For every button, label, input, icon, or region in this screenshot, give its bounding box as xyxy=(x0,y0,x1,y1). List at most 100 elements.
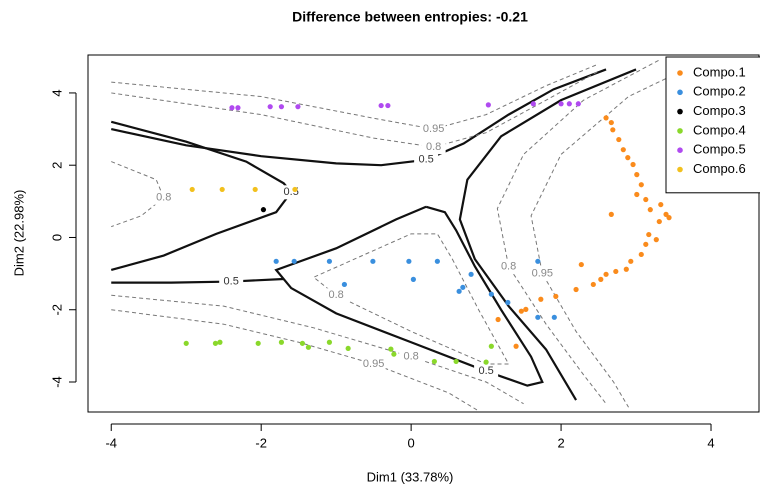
point xyxy=(613,268,619,275)
point xyxy=(295,104,301,110)
contour-label-bg xyxy=(219,274,244,289)
contour-label: 0.5 xyxy=(224,275,239,287)
point xyxy=(370,258,376,264)
point xyxy=(630,161,636,168)
plot-frame xyxy=(87,54,760,413)
point xyxy=(291,258,297,264)
point xyxy=(255,340,261,346)
point xyxy=(488,291,494,297)
point xyxy=(217,339,223,345)
point xyxy=(610,127,616,133)
contour-label-bg xyxy=(324,288,349,303)
point xyxy=(535,258,541,264)
contour-label: 0.95 xyxy=(532,268,553,280)
point xyxy=(608,211,614,217)
contour-line xyxy=(312,233,510,365)
x-tick-label: -4 xyxy=(105,435,117,450)
point xyxy=(434,258,440,264)
contour-label-bg xyxy=(421,122,446,137)
contour-label-bg xyxy=(151,190,176,205)
point xyxy=(391,351,397,357)
y-tick-label: 2 xyxy=(49,162,64,169)
point xyxy=(603,271,609,277)
chart-title: Difference between entropies: -0.21 xyxy=(292,9,528,25)
point xyxy=(518,308,524,314)
point xyxy=(410,276,416,282)
point xyxy=(299,340,306,346)
point xyxy=(219,186,225,193)
point xyxy=(666,215,672,221)
contour-label: 0.95 xyxy=(363,358,384,370)
point xyxy=(341,281,348,288)
x-tick-label: -2 xyxy=(255,435,267,450)
contour-line xyxy=(458,68,637,401)
point xyxy=(578,261,584,268)
y-axis-label: Dim2 (22.98%) xyxy=(11,190,26,277)
legend-label: Compo.4 xyxy=(693,122,746,137)
point xyxy=(623,266,629,272)
point xyxy=(653,237,659,243)
point xyxy=(385,102,391,109)
contour-label: 0.8 xyxy=(156,192,171,204)
contour-label-bg xyxy=(496,259,521,274)
contour-line xyxy=(274,205,544,387)
legend-label: Compo.3 xyxy=(693,103,746,118)
point xyxy=(505,299,511,306)
point xyxy=(535,314,541,320)
point xyxy=(305,344,312,350)
point xyxy=(326,339,333,345)
contour-label: 0.8 xyxy=(403,351,418,363)
legend-marker xyxy=(677,89,683,96)
y-tick-label: -4 xyxy=(49,376,64,388)
point xyxy=(643,241,649,247)
point xyxy=(628,258,634,264)
contour-line xyxy=(111,70,599,148)
legend-label: Compo.1 xyxy=(693,64,746,79)
point xyxy=(558,101,564,107)
point xyxy=(616,136,622,143)
contour-label-bg xyxy=(421,140,446,155)
point xyxy=(278,104,285,110)
legend-marker xyxy=(677,166,683,173)
legend-marker xyxy=(677,108,683,115)
point xyxy=(235,105,241,111)
contour-line xyxy=(111,294,524,405)
point xyxy=(278,339,285,345)
point xyxy=(638,251,644,258)
contour-label-bg xyxy=(414,152,439,167)
contour-label-bg xyxy=(361,356,386,371)
point xyxy=(406,258,412,264)
point xyxy=(495,316,501,323)
contour-label: 0.95 xyxy=(423,123,444,135)
legend-marker xyxy=(677,147,683,153)
point xyxy=(513,343,519,349)
contour-line xyxy=(111,63,599,130)
point xyxy=(345,345,351,352)
contour-line xyxy=(111,161,165,228)
point xyxy=(634,172,640,178)
legend-marker xyxy=(677,70,683,76)
point xyxy=(551,314,557,320)
contour-line xyxy=(111,277,284,284)
contour-label: 0.8 xyxy=(501,260,516,272)
legend-marker xyxy=(677,128,683,134)
x-axis-label: Dim1 (33.78%) xyxy=(367,469,454,484)
point xyxy=(603,115,609,121)
legend-label: Compo.6 xyxy=(693,161,746,176)
point xyxy=(638,182,644,188)
contour-label: 0.8 xyxy=(329,289,344,301)
point xyxy=(553,293,559,299)
contour-label: 0.5 xyxy=(478,365,493,377)
point xyxy=(573,286,579,293)
point xyxy=(646,231,652,238)
contour-line xyxy=(111,68,607,167)
legend-label: Compo.5 xyxy=(693,142,746,157)
contour-line xyxy=(530,59,704,408)
point xyxy=(566,101,572,107)
point xyxy=(260,207,267,213)
contour-label: 0.8 xyxy=(426,141,441,153)
x-tick-label: 0 xyxy=(408,435,415,450)
y-tick-label: -2 xyxy=(49,304,64,316)
